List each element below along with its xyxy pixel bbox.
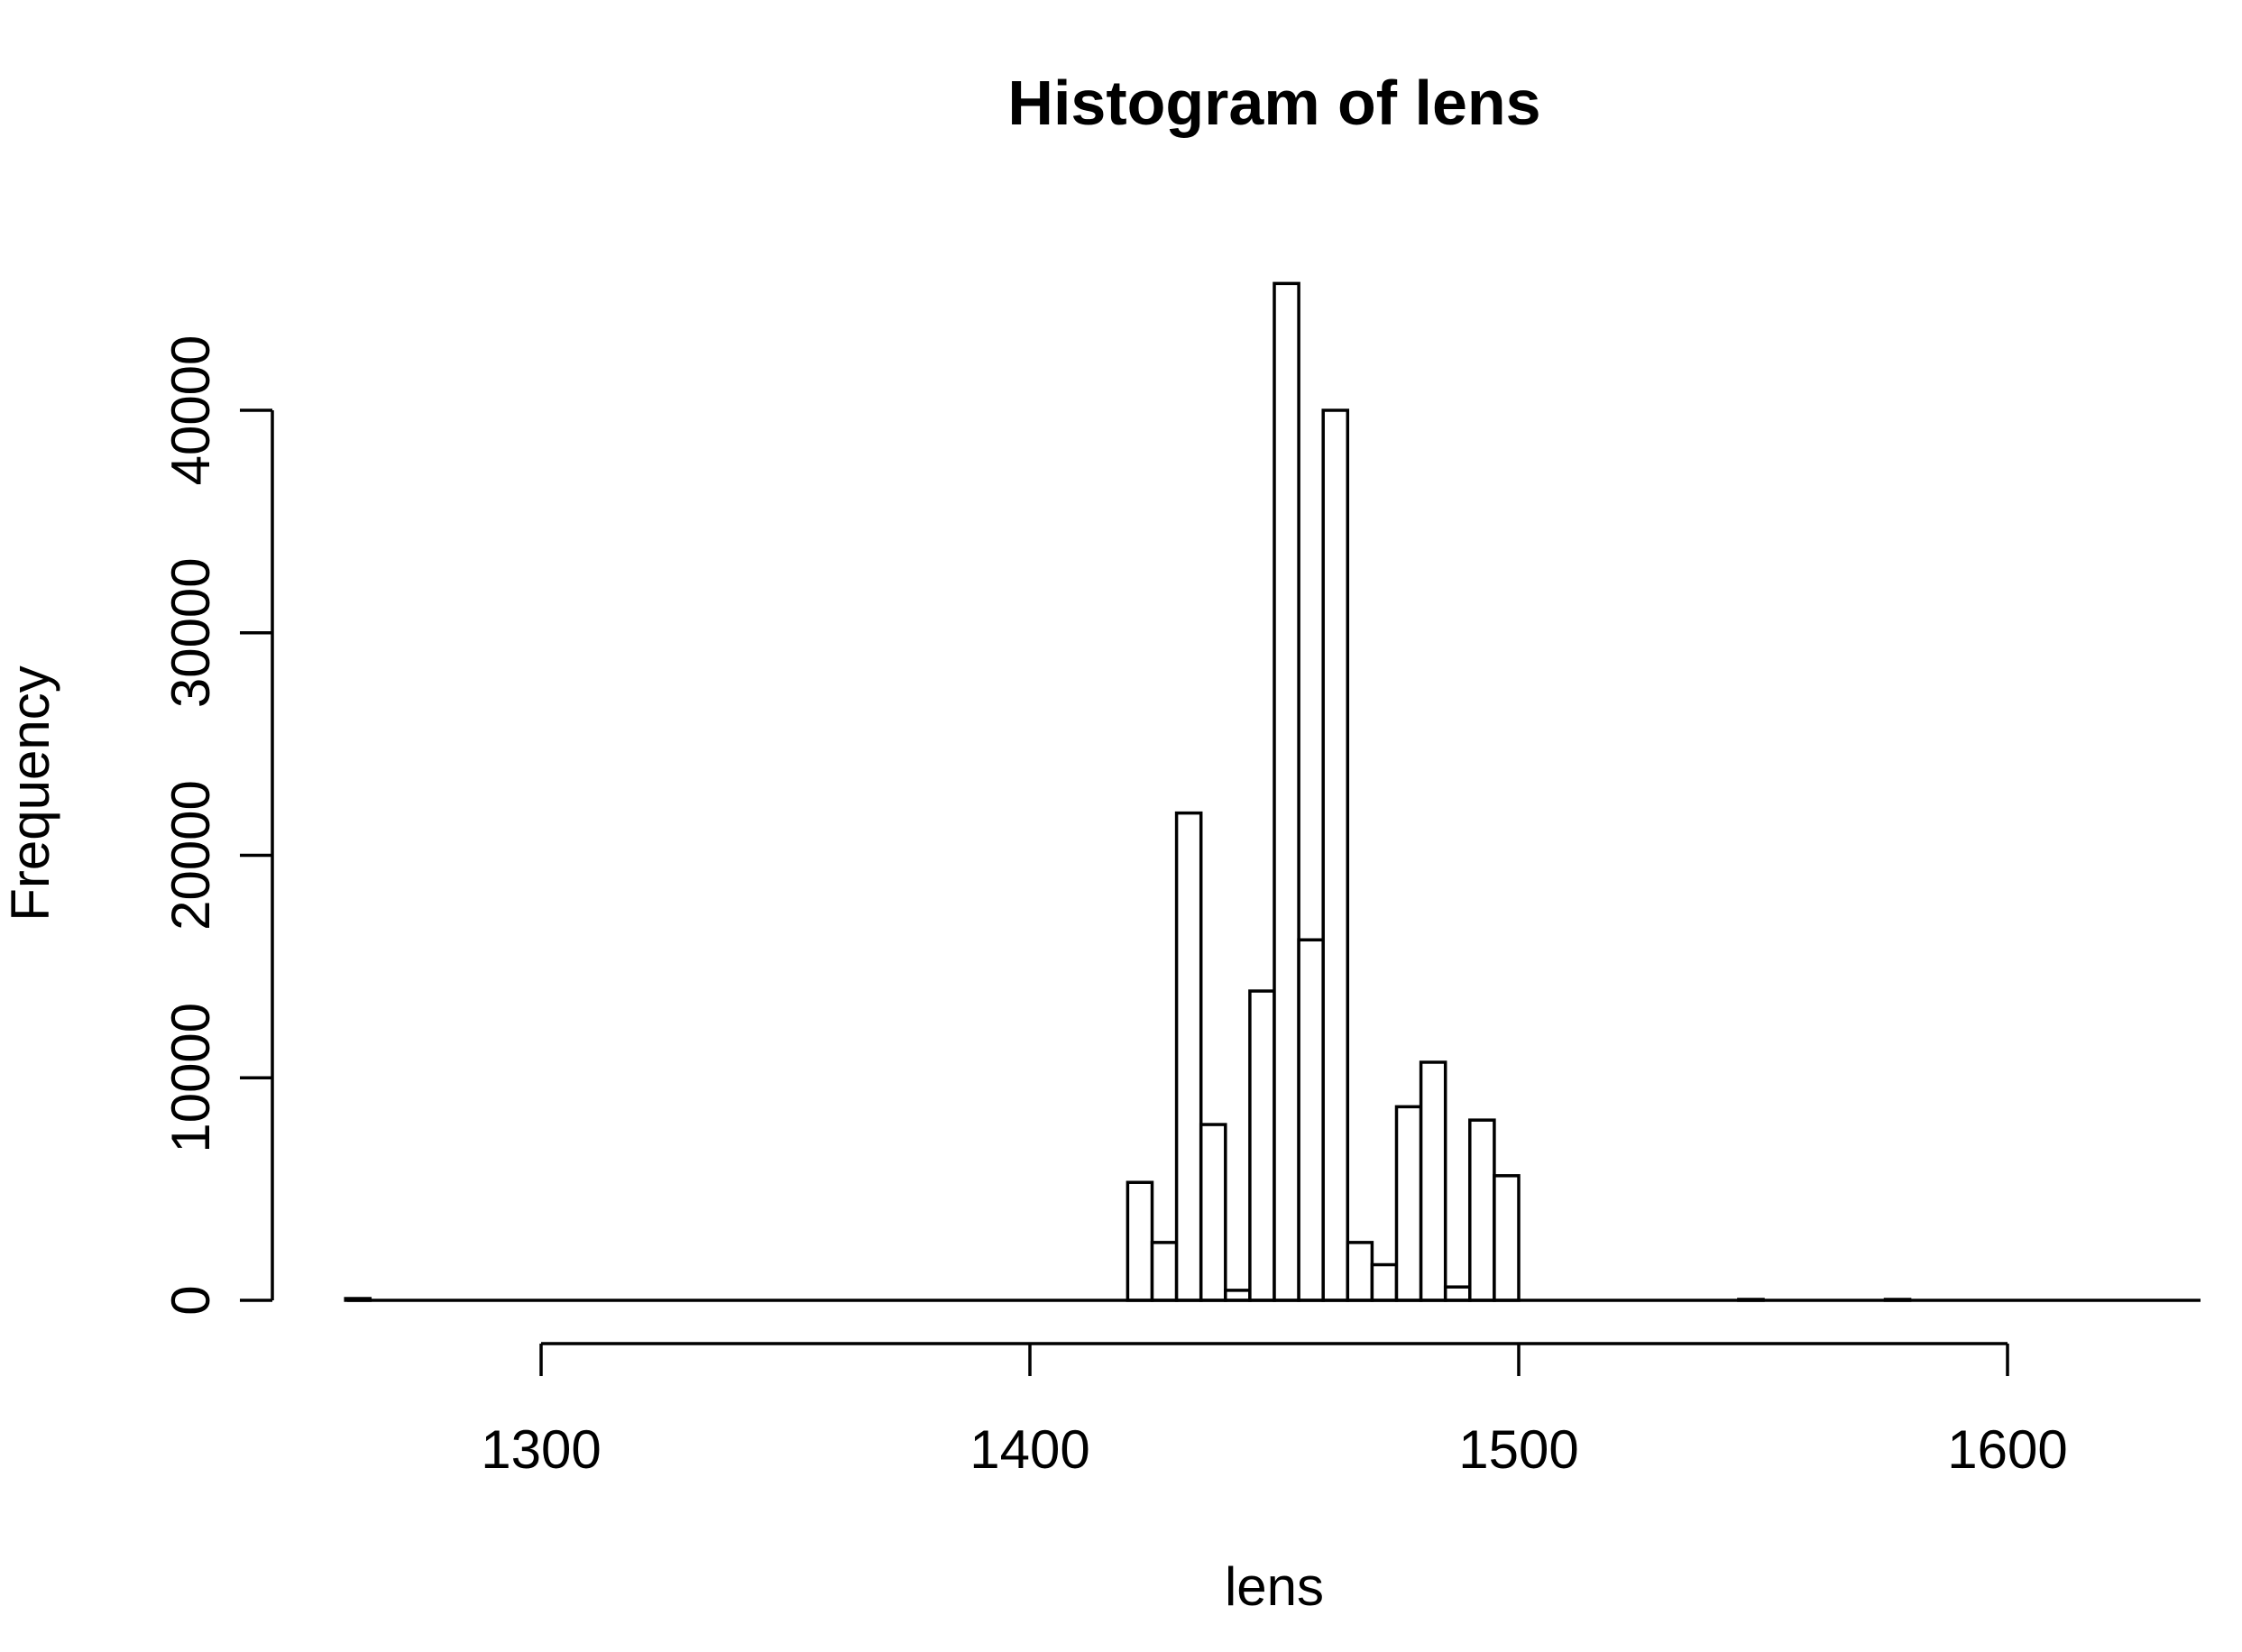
y-axis-label: Frequency: [0, 665, 60, 921]
histogram-bar: [1493, 1174, 1521, 1302]
histogram-bars: [344, 281, 1912, 1302]
histogram-bar: [1199, 1123, 1227, 1302]
histogram-bar: [1468, 1118, 1496, 1302]
histogram-bar: [1394, 1105, 1423, 1302]
histogram-bar: [1321, 408, 1350, 1302]
histogram-bar: [1150, 1241, 1179, 1302]
x-tick-label: 1500: [1458, 1419, 1578, 1480]
x-tick-label: 1300: [481, 1419, 601, 1480]
histogram-bar: [1126, 1180, 1154, 1302]
histogram-bar: [1248, 989, 1276, 1302]
histogram-bar: [1297, 938, 1325, 1302]
histogram-bar: [1419, 1060, 1447, 1302]
x-tick-label: 1400: [969, 1419, 1089, 1480]
histogram-bar: [1346, 1241, 1374, 1302]
chart-title: Histogram of lens: [1007, 68, 1540, 138]
histogram-bar: [1443, 1285, 1472, 1302]
x-tick-label: 1600: [1947, 1419, 2067, 1480]
y-tick-label: 20000: [161, 780, 221, 931]
histogram-bar: [1370, 1262, 1399, 1302]
y-tick-label: 10000: [161, 1003, 221, 1153]
y-tick-label: 30000: [161, 557, 221, 708]
histogram-bar: [1174, 811, 1203, 1302]
y-axis: 0 10000 20000 30000 40000: [161, 335, 274, 1316]
x-axis-label: lens: [1225, 1556, 1324, 1617]
y-tick-label: 0: [161, 1285, 221, 1315]
histogram-bar: [1273, 281, 1300, 1302]
y-tick-label: 40000: [161, 335, 221, 486]
x-axis: 1300 1400 1500 1600: [481, 1342, 2068, 1480]
